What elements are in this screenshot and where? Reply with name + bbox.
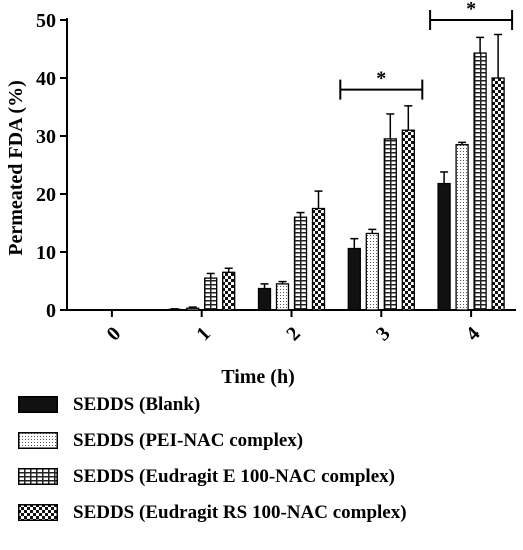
x-tick-label: 2: [282, 323, 305, 346]
y-tick-label: 40: [36, 68, 56, 90]
x-tick-label: 3: [372, 323, 395, 346]
legend-label: SEDDS (PEI-NAC complex): [73, 430, 304, 451]
bar: [473, 52, 487, 311]
bar: [365, 232, 379, 311]
legend-label: SEDDS (Blank): [73, 394, 201, 415]
legend-item: SEDDS (Eudragit RS 100-NAC complex): [14, 500, 523, 526]
bar: [293, 216, 308, 311]
bar: [347, 247, 361, 311]
legend-label: SEDDS (Eudragit RS 100-NAC complex): [73, 502, 407, 523]
y-axis-label: Permeated FDA (%): [5, 80, 27, 256]
legend-swatch: [18, 504, 58, 521]
bar: [257, 287, 272, 311]
x-tick-label: 0: [103, 323, 126, 346]
y-tick-label: 0: [46, 300, 56, 322]
bar: [186, 307, 200, 311]
bar: [401, 129, 415, 311]
bar: [311, 207, 326, 311]
legend-swatch: [18, 432, 58, 449]
legend-item: SEDDS (PEI-NAC complex): [14, 428, 523, 454]
x-tick-label: 1: [192, 323, 215, 346]
x-axis-label: Time (h): [221, 366, 295, 388]
significance-label: *: [376, 68, 386, 90]
y-tick-label: 20: [36, 184, 56, 206]
significance-label: *: [466, 0, 476, 20]
legend-label: SEDDS (Eudragit E 100-NAC complex): [73, 466, 395, 487]
bar: [275, 283, 290, 311]
y-tick-label: 10: [36, 242, 56, 264]
bar: [383, 138, 397, 311]
bar: [437, 182, 451, 311]
y-tick-label: 50: [36, 10, 56, 32]
y-tick-label: 30: [36, 126, 56, 148]
bar: [491, 77, 505, 311]
x-tick-label: 4: [462, 323, 485, 346]
legend-swatch: [18, 468, 58, 485]
bar: [455, 144, 469, 311]
legend-swatch: [18, 396, 58, 413]
bar: [222, 271, 236, 311]
bar: [204, 277, 218, 311]
legend-item: SEDDS (Eudragit E 100-NAC complex): [14, 464, 523, 490]
legend-item: SEDDS (Blank): [14, 392, 523, 418]
